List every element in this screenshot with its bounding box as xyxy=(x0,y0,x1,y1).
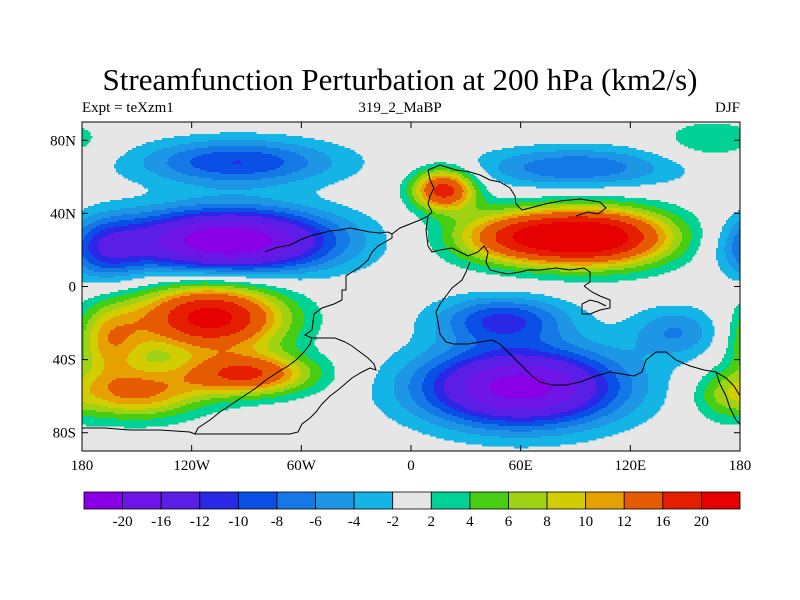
colorbar-label: -2 xyxy=(386,514,399,530)
colorbar-swatch xyxy=(662,491,702,510)
coastline-africa-south xyxy=(435,261,740,397)
lat-tick-label: 40N xyxy=(50,206,76,222)
coastline-africa xyxy=(425,215,591,287)
coastline-europe xyxy=(427,164,607,217)
coastline-south-america xyxy=(194,299,377,435)
colorbar-swatch xyxy=(199,491,239,510)
colorbar-swatch xyxy=(122,491,162,510)
colorbar-swatch xyxy=(353,491,394,510)
colorbar-label: -4 xyxy=(348,514,361,530)
coastline-north-america xyxy=(264,227,393,300)
lat-tick-label: 80N xyxy=(50,133,76,149)
colorbar-label: 4 xyxy=(466,514,474,530)
colorbar-swatch xyxy=(469,491,509,510)
colorbar-label: -16 xyxy=(151,514,171,530)
contour-field xyxy=(82,124,740,449)
colorbar-swatch xyxy=(237,491,278,510)
coastlines xyxy=(82,164,740,435)
map-axes: 80N 40N 0 40S 80S 180 120W 60W 0 60E 120E 180 xyxy=(50,122,751,474)
coastline-mediterranean xyxy=(391,169,435,235)
lat-tick-label: 80S xyxy=(53,426,76,442)
colorbar-swatch xyxy=(546,491,587,510)
lon-tick-label: 120W xyxy=(173,458,211,474)
case-label: 319_2_MaBP xyxy=(0,99,800,117)
colorbar: -20 -16 -12 -10 -8 -6 -4 -2 2 4 6 8 10 12 16 20 xyxy=(83,491,741,530)
colorbar-swatch xyxy=(276,491,316,510)
lon-tick-label: 60E xyxy=(509,458,533,474)
colorbar-label: -20 xyxy=(113,514,133,530)
colorbar-swatch xyxy=(508,491,548,510)
colorbar-label: 16 xyxy=(655,514,671,530)
page-title: Streamfunction Perturbation at 200 hPa (… xyxy=(0,62,800,98)
colorbar-label: -12 xyxy=(190,514,210,530)
colorbar-label: 20 xyxy=(694,514,709,530)
colorbar-swatch xyxy=(160,491,201,510)
coastline-australia xyxy=(715,371,740,425)
colorbar-label: 6 xyxy=(505,514,513,530)
colorbar-swatch xyxy=(585,491,625,510)
lon-tick-label: 120E xyxy=(614,458,646,474)
colorbar-swatch xyxy=(315,491,355,510)
lon-tick-label: 60W xyxy=(287,458,317,474)
lon-tick-label: 180 xyxy=(729,458,752,474)
experiment-label: Expt = teXzm1 xyxy=(82,99,174,117)
lat-tick-label: 0 xyxy=(69,280,77,296)
colorbar-label: 12 xyxy=(617,514,632,530)
coastline-antarctica-edge xyxy=(82,427,196,435)
season-label: DJF xyxy=(715,99,740,117)
lat-tick-label: 40S xyxy=(53,353,76,369)
colorbar-swatch xyxy=(392,491,432,510)
colorbar-label: -8 xyxy=(271,514,284,530)
colorbar-label: 10 xyxy=(578,514,593,530)
colorbar-swatch xyxy=(430,491,471,510)
colorbar-label: 2 xyxy=(428,514,436,530)
colorbar-label: -6 xyxy=(309,514,322,530)
colorbar-label: -10 xyxy=(228,514,248,530)
colorbar-swatch xyxy=(83,491,123,510)
colorbar-label: 8 xyxy=(543,514,551,530)
coastline-asia-islands xyxy=(581,285,611,315)
lon-tick-label: 0 xyxy=(407,458,415,474)
colorbar-swatch xyxy=(623,491,664,510)
lon-tick-label: 180 xyxy=(71,458,94,474)
colorbar-swatch xyxy=(701,491,741,510)
